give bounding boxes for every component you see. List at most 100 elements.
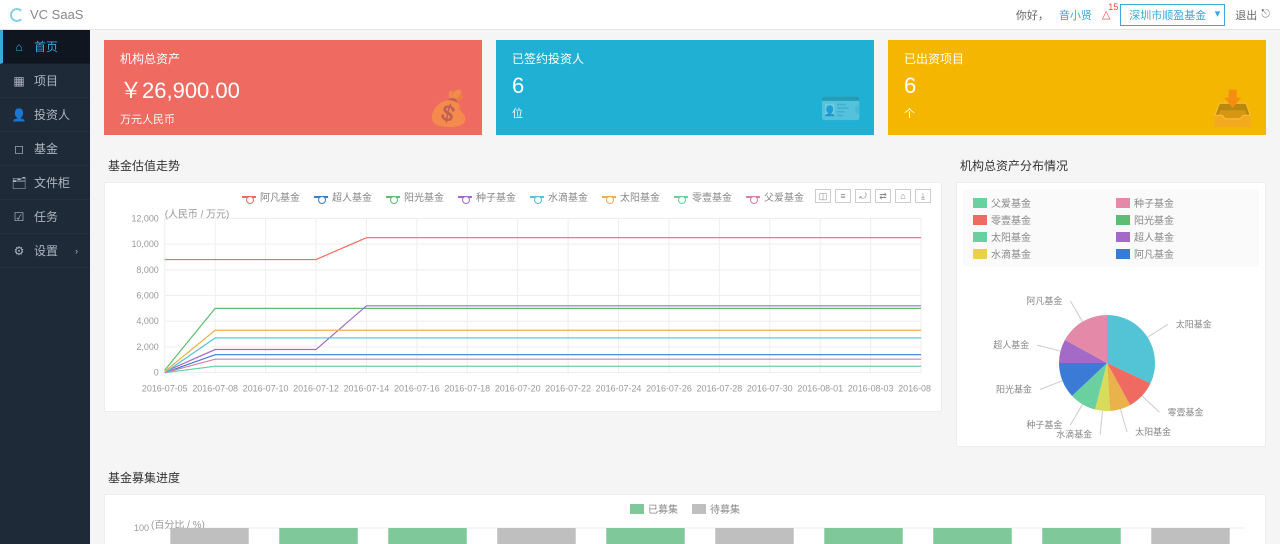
svg-text:2016-07-30: 2016-07-30 <box>747 384 793 394</box>
chart-tool-button[interactable]: ⌂ <box>895 189 911 203</box>
legend-item[interactable]: 阿凡基金 <box>1116 246 1249 261</box>
legend-item[interactable]: 零壹基金 <box>674 189 732 204</box>
chart-tool-button[interactable]: ⇄ <box>875 189 891 203</box>
sidebar-item-label: 文件柜 <box>34 174 70 191</box>
summary-card[interactable]: 机构总资产 ￥26,900.00 万元人民币 💰 <box>104 40 482 135</box>
svg-text:2016-07-05: 2016-07-05 <box>142 384 188 394</box>
legend-item[interactable]: 水滴基金 <box>530 189 588 204</box>
svg-text:2016-07-12: 2016-07-12 <box>293 384 339 394</box>
svg-text:2016-08-03: 2016-08-03 <box>848 384 894 394</box>
inbox-icon: 📥 <box>1212 89 1254 129</box>
svg-text:10,000: 10,000 <box>131 239 158 249</box>
line-chart-panel: 基金估值走势 阿凡基金超人基金阳光基金种子基金水滴基金太阳基金零壹基金父爱基金 … <box>104 149 942 447</box>
gear-icon: ⚙ <box>12 244 26 258</box>
svg-text:太阳基金: 太阳基金 <box>1135 426 1171 437</box>
chart-tool-button[interactable]: ⤓ <box>915 189 931 203</box>
legend-item[interactable]: 零壹基金 <box>973 212 1106 227</box>
svg-text:2016-07-16: 2016-07-16 <box>394 384 440 394</box>
svg-text:零壹基金: 零壹基金 <box>1167 406 1203 417</box>
svg-text:太阳基金: 太阳基金 <box>1176 318 1212 329</box>
card-title: 已出资项目 <box>904 50 1250 67</box>
chart-tool-button[interactable]: ⤾ <box>855 189 871 203</box>
legend-item[interactable]: 阿凡基金 <box>242 189 300 204</box>
svg-text:阿凡基金: 阿凡基金 <box>1026 295 1062 306</box>
pie-chart-panel: 机构总资产分布情况 父爱基金种子基金零壹基金阳光基金太阳基金超人基金水滴基金阿凡… <box>956 149 1266 447</box>
svg-text:2,000: 2,000 <box>136 342 158 352</box>
card-value: 6 <box>512 73 858 99</box>
svg-text:(人民币 / 万元): (人民币 / 万元) <box>165 208 230 220</box>
topbar: VC SaaS 你好， 音小贤 △15 深圳市顺盈基金 ▾ 退出 ⎋ <box>0 0 1280 30</box>
sidebar-item-people[interactable]: 👤 投资人 <box>0 98 90 132</box>
notification-badge: 15 <box>1108 2 1118 12</box>
sidebar-item-label: 设置 <box>34 242 58 259</box>
legend-item[interactable]: 超人基金 <box>314 189 372 204</box>
legend-item[interactable]: 超人基金 <box>1116 229 1249 244</box>
notification-bell-icon[interactable]: △15 <box>1102 8 1110 21</box>
card-value: 6 <box>904 73 1250 99</box>
svg-text:2016-07-24: 2016-07-24 <box>596 384 642 394</box>
legend-item[interactable]: 水滴基金 <box>973 246 1106 261</box>
svg-text:2016-07-08: 2016-07-08 <box>192 384 238 394</box>
sidebar-item-label: 投资人 <box>34 106 70 123</box>
summary-card[interactable]: 已出资项目 6 个 📥 <box>888 40 1266 135</box>
svg-text:阳光基金: 阳光基金 <box>996 384 1032 395</box>
svg-text:100: 100 <box>134 523 149 533</box>
legend-item[interactable]: 太阳基金 <box>973 229 1106 244</box>
chart-tool-button[interactable]: ◫ <box>815 189 831 203</box>
bar-chart-panel: 基金募集进度 已募集待募集 020406080100(百分比 / %)父爱基金零… <box>104 461 1266 544</box>
card-title: 已签约投资人 <box>512 50 858 67</box>
task-icon: ☑ <box>12 210 26 224</box>
legend-item[interactable]: 种子基金 <box>1116 195 1249 210</box>
legend-item[interactable]: 阳光基金 <box>1116 212 1249 227</box>
logo-icon <box>10 8 24 22</box>
svg-text:12,000: 12,000 <box>131 213 158 223</box>
legend-item[interactable]: 种子基金 <box>458 189 516 204</box>
main-content: 机构总资产 ￥26,900.00 万元人民币 💰已签约投资人 6 位 🪪已出资项… <box>90 30 1280 544</box>
svg-text:2016-07-22: 2016-07-22 <box>545 384 591 394</box>
legend-item[interactable]: 阳光基金 <box>386 189 444 204</box>
logout-button[interactable]: 退出 ⎋ <box>1235 7 1270 23</box>
app-name: VC SaaS <box>30 7 83 22</box>
svg-text:2016-07-26: 2016-07-26 <box>646 384 692 394</box>
sidebar-item-fund[interactable]: ◻ 基金 <box>0 132 90 166</box>
legend-item[interactable]: 太阳基金 <box>602 189 660 204</box>
user-link[interactable]: 音小贤 <box>1059 7 1092 23</box>
bar-chart-title: 基金募集进度 <box>104 461 1266 494</box>
pie-chart-legend: 父爱基金种子基金零壹基金阳光基金太阳基金超人基金水滴基金阿凡基金 <box>963 189 1259 267</box>
svg-text:0: 0 <box>154 368 159 378</box>
pie-chart-title: 机构总资产分布情况 <box>956 149 1266 182</box>
legend-item[interactable]: 已募集 <box>630 501 678 516</box>
folder-icon: 🗂 <box>12 176 26 190</box>
legend-item[interactable]: 父爱基金 <box>746 189 804 204</box>
summary-cards: 机构总资产 ￥26,900.00 万元人民币 💰已签约投资人 6 位 🪪已出资项… <box>104 40 1266 135</box>
logo: VC SaaS <box>10 7 83 22</box>
card-unit: 个 <box>904 105 1250 121</box>
card-title: 机构总资产 <box>120 50 466 67</box>
legend-item[interactable]: 父爱基金 <box>973 195 1106 210</box>
fund-icon: ◻ <box>12 142 26 156</box>
svg-text:2016-08-05: 2016-08-05 <box>898 384 931 394</box>
svg-text:超人基金: 超人基金 <box>993 339 1029 350</box>
sidebar-item-label: 基金 <box>34 140 58 157</box>
pie-chart: 太阳基金零壹基金太阳基金水滴基金种子基金阳光基金超人基金阿凡基金 <box>957 273 1257 443</box>
fund-select[interactable]: 深圳市顺盈基金 ▾ <box>1120 4 1225 26</box>
sidebar-item-home[interactable]: ⌂首页 <box>0 30 90 64</box>
summary-card[interactable]: 已签约投资人 6 位 🪪 <box>496 40 874 135</box>
chevron-right-icon: › <box>75 246 78 256</box>
sidebar-item-task[interactable]: ☑任务 <box>0 200 90 234</box>
line-chart: 02,0004,0006,0008,00010,00012,0002016-07… <box>115 208 931 398</box>
chart-tool-button[interactable]: ≡ <box>835 189 851 203</box>
card-unit: 位 <box>512 105 858 121</box>
legend-item[interactable]: 待募集 <box>692 501 740 516</box>
sidebar-item-project[interactable]: ▦项目 <box>0 64 90 98</box>
svg-text:2016-07-20: 2016-07-20 <box>495 384 541 394</box>
greeting: 你好， <box>1016 7 1049 23</box>
people-icon: 👤 <box>12 108 26 122</box>
sidebar-item-folder[interactable]: 🗂 文件柜 <box>0 166 90 200</box>
svg-text:种子基金: 种子基金 <box>1026 419 1062 430</box>
svg-text:2016-07-28: 2016-07-28 <box>697 384 743 394</box>
chart-toolbar: ◫ ≡ ⤾ ⇄ ⌂ ⤓ <box>815 189 931 203</box>
sidebar-item-label: 首页 <box>34 38 58 55</box>
sidebar-item-gear[interactable]: ⚙ 设置 › <box>0 234 90 268</box>
svg-text:2016-07-18: 2016-07-18 <box>444 384 490 394</box>
